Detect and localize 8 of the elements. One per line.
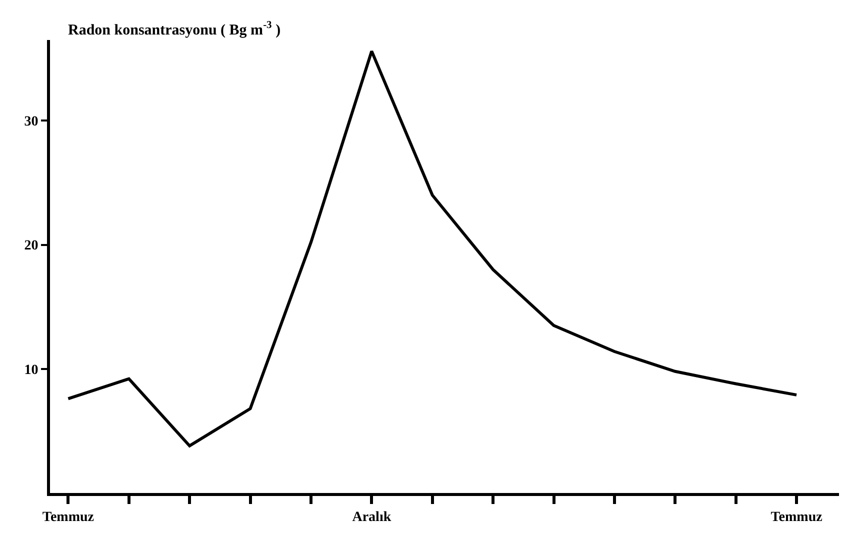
line-series: [66, 50, 798, 448]
y-tick-label: 10: [24, 362, 38, 378]
x-tick-label: Aralık: [352, 510, 392, 525]
x-tick-label: Temmuz: [770, 510, 822, 525]
x-tick-label: Temmuz: [42, 510, 94, 525]
y-axis-title: Radon konsantrasyonu ( Bg m$^{-3}$ ): [68, 20, 281, 38]
y-tick-label: 30: [24, 114, 38, 130]
y-tick-label: 20: [24, 238, 38, 254]
